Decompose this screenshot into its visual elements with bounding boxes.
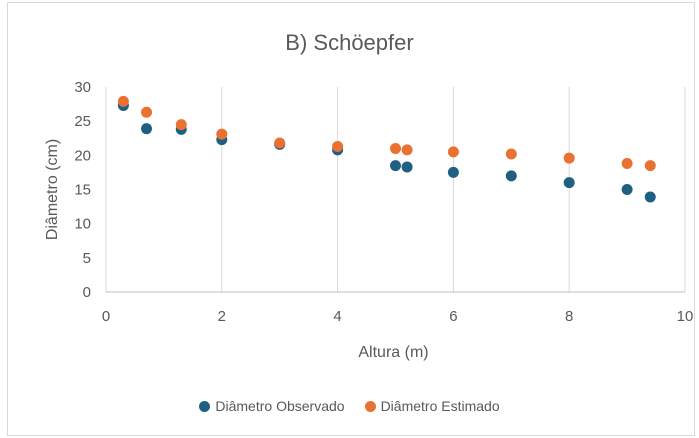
estimated-point <box>117 95 129 107</box>
observed-point <box>644 191 656 203</box>
y-axis-title: Diâmetro (cm) <box>44 139 61 240</box>
y-tick-label: 15 <box>74 182 91 199</box>
estimated-point <box>563 152 575 164</box>
estimated-point <box>644 160 656 172</box>
x-tick-label: 0 <box>102 308 110 325</box>
legend-item: Diâmetro Estimado <box>364 398 500 414</box>
observed-point <box>390 160 401 172</box>
estimated-point <box>274 137 286 149</box>
legend-label: Diâmetro Observado <box>215 398 345 414</box>
observed-point <box>505 170 517 182</box>
estimated-point <box>175 119 187 131</box>
y-tick-label: 10 <box>74 216 91 233</box>
x-tick-label: 8 <box>565 308 573 325</box>
observed-point <box>621 184 633 195</box>
y-tick-label: 0 <box>83 284 91 301</box>
estimated-point <box>141 106 153 118</box>
estimated-point <box>390 143 401 154</box>
y-tick-label: 5 <box>83 250 91 267</box>
y-tick-label: 30 <box>74 79 91 96</box>
chart-area <box>7 2 695 436</box>
observed-point <box>141 123 153 135</box>
observed-point <box>447 166 459 178</box>
estimated-point <box>401 144 413 156</box>
legend: Diâmetro Observado Diâmetro Estimado <box>0 398 699 415</box>
legend-label: Diâmetro Estimado <box>380 398 500 414</box>
x-axis-title: Altura (m) <box>358 344 428 361</box>
estimated-point <box>216 128 228 140</box>
estimated-point <box>332 140 344 152</box>
chart-title: B) Schöepfer <box>285 30 414 55</box>
estimated-point <box>447 146 459 158</box>
observed-point <box>563 177 575 189</box>
x-tick-label: 6 <box>449 308 457 325</box>
legend-marker <box>364 400 376 412</box>
estimated-point <box>505 148 517 160</box>
legend-item: Diâmetro Observado <box>199 398 345 414</box>
y-tick-label: 20 <box>74 147 91 164</box>
legend-marker <box>199 400 211 412</box>
observed-point <box>401 161 413 173</box>
x-tick-label: 2 <box>218 308 226 325</box>
x-tick-label: 4 <box>333 308 341 325</box>
y-tick-label: 25 <box>74 113 91 130</box>
x-tick-label: 10 <box>677 308 694 325</box>
estimated-point <box>621 158 633 170</box>
